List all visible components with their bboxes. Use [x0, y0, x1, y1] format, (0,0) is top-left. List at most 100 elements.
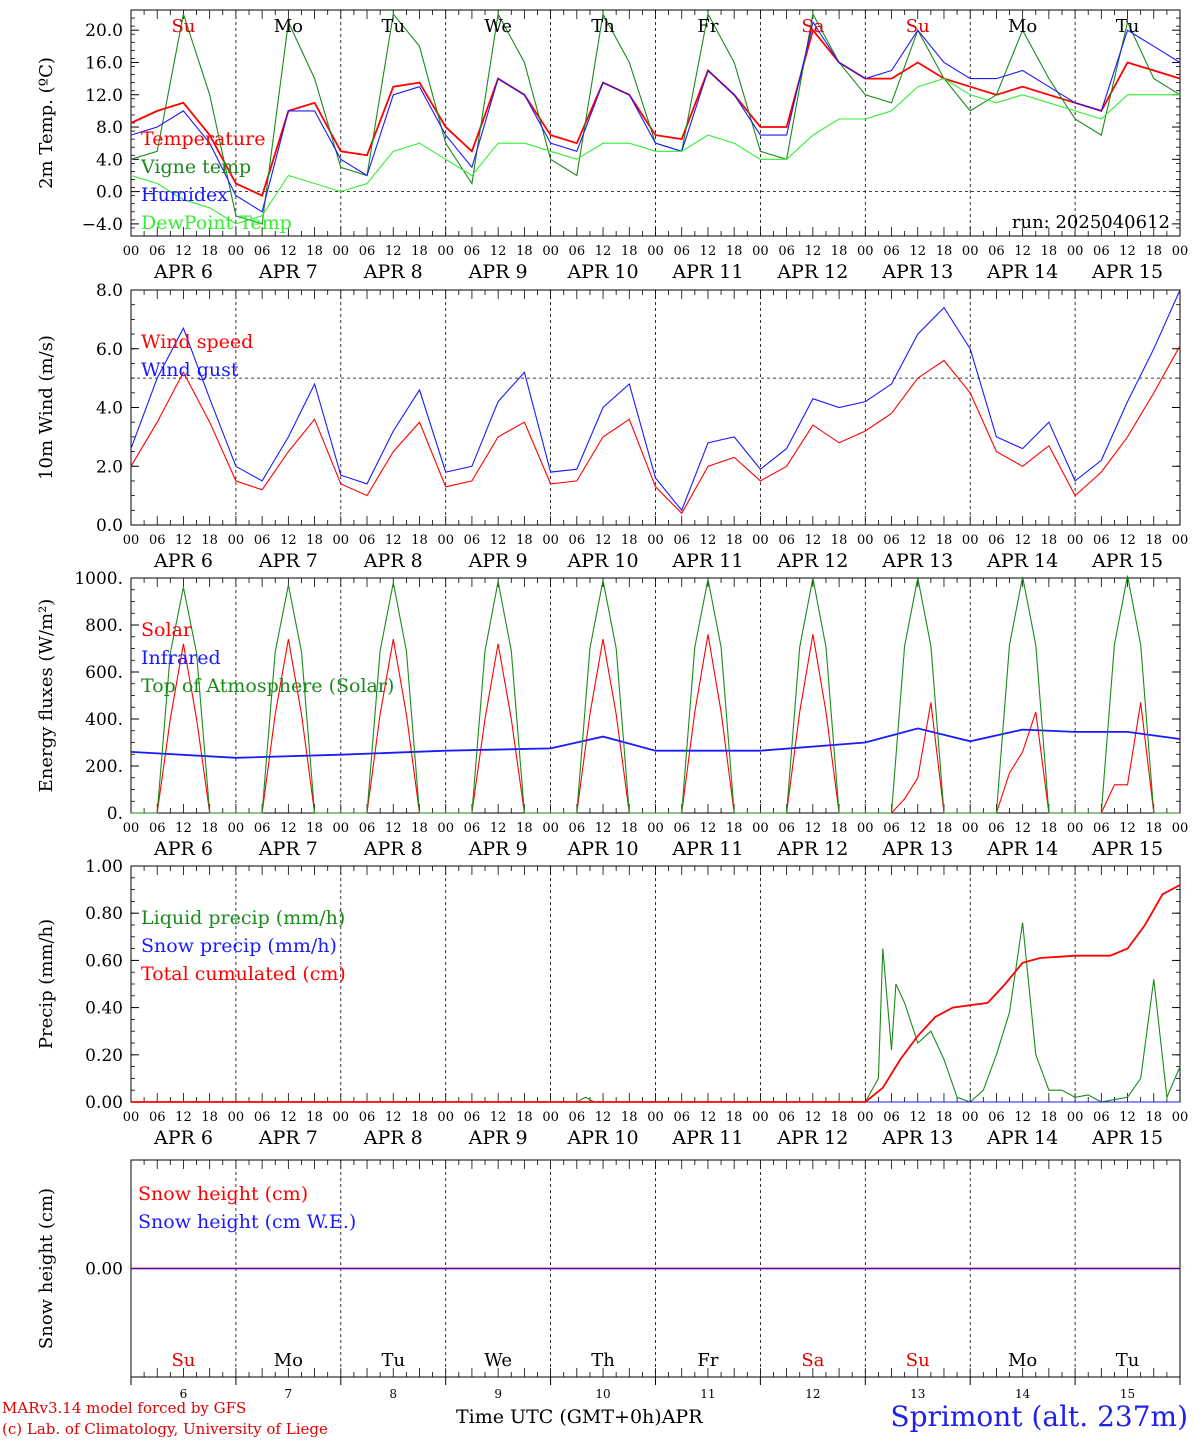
- legend-entry: Snow precip (mm/h): [141, 935, 337, 957]
- hour-label: 06: [883, 821, 900, 836]
- hour-label: 18: [516, 821, 533, 836]
- hour-label: 00: [333, 533, 350, 548]
- y-tick-label: 400.: [85, 710, 123, 730]
- date-label: APR 14: [986, 1127, 1058, 1149]
- hour-label: 18: [831, 1110, 848, 1125]
- day-label-bottom: Mo: [274, 1350, 303, 1371]
- legend-entry: Temperature: [141, 128, 265, 150]
- date-label: APR 14: [986, 261, 1058, 283]
- hour-label: 12: [175, 533, 192, 548]
- day-number: 13: [910, 1387, 925, 1401]
- model-line: MARv3.14 model forced by GFS: [2, 1399, 247, 1417]
- date-label: APR 6: [153, 838, 213, 860]
- hour-label: 06: [149, 533, 166, 548]
- hour-label: 00: [123, 533, 140, 548]
- hour-label: 18: [411, 533, 428, 548]
- day-label-top: Su: [171, 16, 195, 37]
- hour-label: 00: [647, 821, 664, 836]
- hour-label: 06: [569, 533, 586, 548]
- y-axis-label: 2m Temp. (ºC): [36, 57, 57, 189]
- hour-label: 00: [962, 244, 979, 259]
- series-line-wind-speed: [130, 345, 1181, 515]
- y-tick-label: 20.0: [85, 21, 123, 41]
- hour-label: 12: [1014, 244, 1031, 259]
- hour-label: 00: [1067, 821, 1084, 836]
- series-line-temperature: [130, 28, 1181, 197]
- hour-label: 00: [228, 821, 245, 836]
- date-label: APR 7: [258, 550, 318, 572]
- y-tick-label: 0.00: [85, 1260, 123, 1280]
- date-label: APR 14: [986, 838, 1058, 860]
- hour-label: 18: [516, 244, 533, 259]
- date-label: APR 7: [258, 838, 318, 860]
- day-label-bottom: Mo: [1008, 1350, 1037, 1371]
- legend-entry: Wind speed: [141, 331, 253, 353]
- hour-label: 12: [909, 821, 926, 836]
- hour-label: 18: [831, 821, 848, 836]
- hour-label: 00: [962, 533, 979, 548]
- hour-label: 06: [464, 533, 481, 548]
- hour-label: 06: [778, 821, 795, 836]
- day-label-bottom: Tu: [1116, 1350, 1140, 1371]
- hour-label: 18: [516, 533, 533, 548]
- hour-label: 06: [359, 1110, 376, 1125]
- series-line-dewpoint-temp: [130, 78, 1180, 225]
- hour-label: 12: [1014, 1110, 1031, 1125]
- hour-label: 06: [988, 533, 1005, 548]
- day-number: 11: [700, 1387, 715, 1401]
- day-number: 7: [285, 1387, 293, 1401]
- hour-label: 06: [569, 1110, 586, 1125]
- y-tick-label: 0.0: [96, 516, 123, 536]
- hour-label: 06: [988, 821, 1005, 836]
- date-label: APR 13: [881, 550, 953, 572]
- date-label: APR 11: [671, 261, 743, 283]
- hour-label: 00: [752, 244, 769, 259]
- y-tick-label: 0.00: [85, 1093, 123, 1113]
- hour-label: 06: [988, 1110, 1005, 1125]
- hour-label: 18: [726, 1110, 743, 1125]
- y-tick-label: 0.60: [85, 951, 123, 971]
- hour-label: 18: [1146, 1110, 1163, 1125]
- hour-label: 06: [1093, 533, 1110, 548]
- hour-label: 18: [516, 1110, 533, 1125]
- y-tick-label: 0.20: [85, 1046, 123, 1066]
- date-label: APR 11: [671, 550, 743, 572]
- hour-label: 06: [883, 244, 900, 259]
- hour-label: 12: [595, 1110, 612, 1125]
- y-tick-label: 4.0: [96, 399, 123, 419]
- hour-label: 18: [621, 821, 638, 836]
- legend-entry: Snow height (cm W.E.): [138, 1211, 356, 1233]
- date-label: APR 6: [153, 261, 213, 283]
- hour-label: 12: [1119, 821, 1136, 836]
- y-tick-label: 8.0: [96, 281, 123, 301]
- date-label: APR 9: [468, 550, 528, 572]
- hour-label: 12: [490, 1110, 507, 1125]
- hour-label: 00: [437, 821, 454, 836]
- y-tick-label: −4.0: [82, 215, 123, 235]
- day-label-bottom: Su: [906, 1350, 930, 1371]
- hour-label: 00: [437, 244, 454, 259]
- date-label: APR 9: [468, 1127, 528, 1149]
- day-label-bottom: Tu: [381, 1350, 405, 1371]
- hour-label: 06: [1093, 244, 1110, 259]
- hour-label: 12: [805, 244, 822, 259]
- hour-label: 12: [490, 821, 507, 836]
- hour-label: 06: [149, 244, 166, 259]
- date-label: APR 9: [468, 261, 528, 283]
- date-label: APR 15: [1091, 838, 1163, 860]
- date-label: APR 8: [363, 261, 423, 283]
- hour-label: 06: [778, 1110, 795, 1125]
- hour-label: 00: [333, 821, 350, 836]
- series-line-liquid-precip-mm-h-: [131, 922, 1181, 1103]
- y-tick-label: 8.0: [96, 118, 123, 138]
- hour-label: 00: [1172, 821, 1189, 836]
- hour-label: 12: [280, 533, 297, 548]
- hour-label: 06: [149, 821, 166, 836]
- hour-label: 12: [805, 821, 822, 836]
- hour-label: 18: [1146, 533, 1163, 548]
- day-label-top: Fr: [697, 16, 718, 37]
- hour-label: 18: [831, 244, 848, 259]
- date-label: APR 6: [153, 1127, 213, 1149]
- hour-label: 00: [123, 821, 140, 836]
- date-label: APR 10: [567, 550, 639, 572]
